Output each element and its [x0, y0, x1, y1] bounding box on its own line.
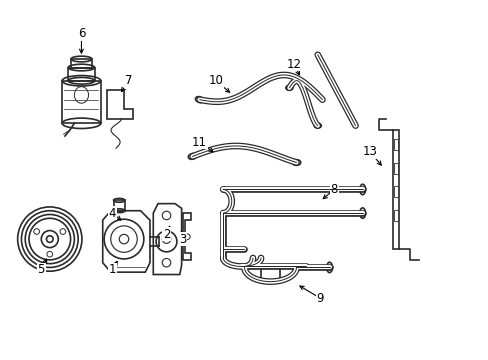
Text: 8: 8 [330, 183, 337, 196]
FancyBboxPatch shape [393, 210, 397, 221]
Text: 1: 1 [108, 263, 116, 276]
Text: 9: 9 [316, 292, 323, 305]
Text: 6: 6 [78, 27, 85, 40]
Text: 13: 13 [362, 145, 376, 158]
Text: 2: 2 [163, 228, 170, 241]
Text: 11: 11 [192, 136, 207, 149]
Text: 7: 7 [125, 74, 132, 87]
Text: 12: 12 [286, 58, 301, 71]
FancyBboxPatch shape [393, 162, 397, 174]
Text: 5: 5 [38, 263, 45, 276]
FancyBboxPatch shape [393, 139, 397, 150]
FancyBboxPatch shape [393, 186, 397, 198]
Text: 3: 3 [179, 233, 186, 246]
Text: 10: 10 [208, 74, 223, 87]
Text: 4: 4 [108, 207, 116, 220]
